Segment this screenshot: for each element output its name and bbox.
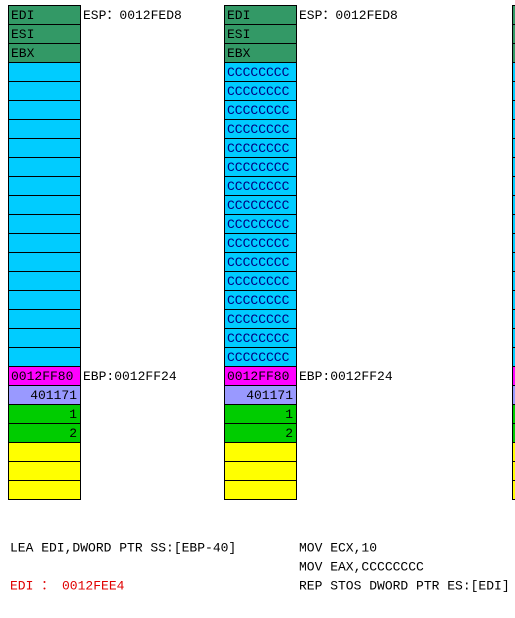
cell-text: CCCCCCCC [227, 84, 290, 99]
stack-cell [8, 176, 81, 196]
stack-cell [8, 81, 81, 101]
cell-text: CCCCCCCC [227, 122, 290, 137]
cell-text: 1 [69, 407, 77, 422]
stack-cell [8, 328, 81, 348]
ebp-label: EBP:0012FF24 [83, 369, 177, 384]
cell-text: 401171 [246, 388, 293, 403]
cell-text: 1 [285, 407, 293, 422]
stack-cell-partial [512, 366, 515, 386]
cell-text: 0012FF80 [227, 369, 289, 384]
stack-cell-partial [512, 385, 515, 405]
stack-cell-partial [512, 81, 515, 101]
stack-cell-partial [512, 195, 515, 215]
stack-cell-partial [512, 290, 515, 310]
esp-label: ESP：0012FED8 [299, 8, 398, 23]
cell-text: CCCCCCCC [227, 141, 290, 156]
stack-cell [8, 442, 81, 462]
stack-cell [8, 347, 81, 367]
stack-cell-partial [512, 442, 515, 462]
stack-cell-partial [512, 119, 515, 139]
stack-cell [8, 138, 81, 158]
stack-cell-partial [512, 157, 515, 177]
cell-text: CCCCCCCC [227, 312, 290, 327]
cell-text: CCCCCCCC [227, 160, 290, 175]
code-line: LEA EDI,DWORD PTR SS:[EBP-40] [10, 540, 236, 555]
code-line: MOV EAX,CCCCCCCC [299, 559, 424, 574]
stack-cell [8, 62, 81, 82]
code-line: MOV ECX,10 [299, 540, 377, 555]
stack-cell [8, 100, 81, 120]
stack-cell-partial [512, 100, 515, 120]
stack-cell-partial [512, 347, 515, 367]
cell-text: CCCCCCCC [227, 331, 290, 346]
cell-text: ESI [227, 27, 250, 42]
stack-cell-partial [512, 43, 515, 63]
stack-cell [8, 309, 81, 329]
stack-cell-partial [512, 271, 515, 291]
cell-text: 2 [69, 426, 77, 441]
stack-cell [8, 271, 81, 291]
stack-cell [224, 480, 297, 500]
stack-cell-partial [512, 404, 515, 424]
cell-text: CCCCCCCC [227, 198, 290, 213]
ebp-label: EBP:0012FF24 [299, 369, 393, 384]
stack-cell [8, 157, 81, 177]
stack-cell-partial [512, 5, 515, 25]
code-line: REP STOS DWORD PTR ES:[EDI] [299, 578, 510, 593]
stack-cell-partial [512, 214, 515, 234]
stack-cell-partial [512, 423, 515, 443]
stack-cell [8, 290, 81, 310]
cell-text: CCCCCCCC [227, 293, 290, 308]
stack-cell-partial [512, 24, 515, 44]
cell-text: 2 [285, 426, 293, 441]
stack-cell-partial [512, 233, 515, 253]
cell-text: EBX [11, 46, 35, 61]
cell-text: CCCCCCCC [227, 350, 290, 365]
stack-cell-partial [512, 309, 515, 329]
stack-cell-partial [512, 138, 515, 158]
cell-text: 0012FF80 [11, 369, 73, 384]
cell-text: EBX [227, 46, 251, 61]
stack-cell-partial [512, 62, 515, 82]
cell-text: CCCCCCCC [227, 255, 290, 270]
cell-text: CCCCCCCC [227, 236, 290, 251]
cell-text: CCCCCCCC [227, 65, 290, 80]
stack-cell-partial [512, 461, 515, 481]
cell-text: CCCCCCCC [227, 103, 290, 118]
stack-cell [224, 461, 297, 481]
stack-cell [8, 252, 81, 272]
cell-text: EDI [227, 8, 250, 23]
stack-cell [8, 461, 81, 481]
stack-cell [8, 233, 81, 253]
cell-text: ESI [11, 27, 34, 42]
cell-text: CCCCCCCC [227, 217, 290, 232]
stack-cell [8, 195, 81, 215]
cell-text: 401171 [30, 388, 77, 403]
stack-cell-partial [512, 328, 515, 348]
stack-cell [224, 442, 297, 462]
esp-label: ESP：0012FED8 [83, 8, 182, 23]
stack-cell-partial [512, 176, 515, 196]
cell-text: CCCCCCCC [227, 179, 290, 194]
result-line: EDI ： 0012FEE4 [10, 578, 125, 593]
stack-cell-partial [512, 480, 515, 500]
stack-cell [8, 480, 81, 500]
stack-cell [8, 119, 81, 139]
stack-cell-partial [512, 252, 515, 272]
cell-text: EDI [11, 8, 34, 23]
stack-cell [8, 214, 81, 234]
cell-text: CCCCCCCC [227, 274, 290, 289]
